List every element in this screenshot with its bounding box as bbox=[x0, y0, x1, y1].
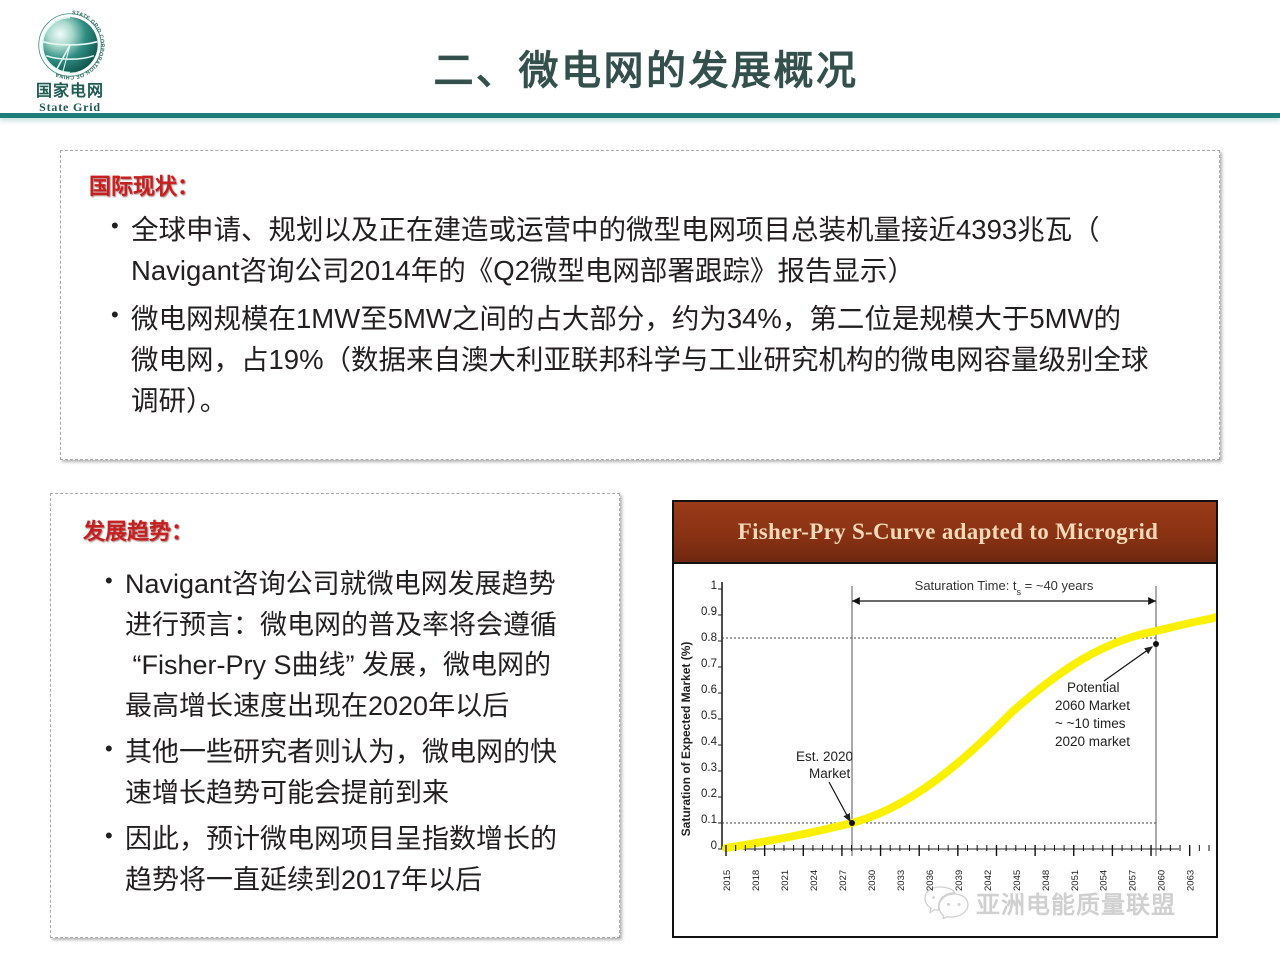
svg-text:Est. 2020: Est. 2020 bbox=[796, 749, 853, 764]
svg-text:2027: 2027 bbox=[838, 870, 849, 891]
svg-text:2024: 2024 bbox=[809, 870, 820, 891]
svg-text:0.7: 0.7 bbox=[701, 658, 717, 670]
svg-text:1: 1 bbox=[711, 580, 717, 592]
svg-text:2054: 2054 bbox=[1099, 870, 1110, 891]
svg-text:2015: 2015 bbox=[722, 870, 733, 891]
svg-text:2051: 2051 bbox=[1070, 870, 1081, 891]
svg-text:0.8: 0.8 bbox=[701, 632, 717, 644]
svg-text:2045: 2045 bbox=[1012, 870, 1023, 891]
svg-text:0.9: 0.9 bbox=[701, 606, 717, 618]
svg-text:2060 Market: 2060 Market bbox=[1055, 698, 1130, 713]
svg-text:2018: 2018 bbox=[751, 870, 762, 891]
svg-text:2042: 2042 bbox=[983, 870, 994, 891]
svg-text:Market: Market bbox=[809, 766, 851, 781]
svg-text:2021: 2021 bbox=[780, 870, 791, 891]
svg-text:Saturation of Expected Market: Saturation of Expected Market (%) bbox=[679, 642, 693, 837]
svg-text:Potential: Potential bbox=[1067, 680, 1120, 695]
svg-text:0.6: 0.6 bbox=[701, 684, 717, 696]
svg-text:2020 market: 2020 market bbox=[1055, 734, 1130, 749]
svg-text:2048: 2048 bbox=[1041, 870, 1052, 891]
svg-text:0.2: 0.2 bbox=[701, 788, 717, 800]
svg-text:2039: 2039 bbox=[954, 870, 965, 891]
svg-text:~ ~10 times: ~ ~10 times bbox=[1055, 716, 1126, 731]
svg-text:2060: 2060 bbox=[1157, 870, 1168, 891]
svg-text:Saturation Time: ts = ~40 year: Saturation Time: ts = ~40 years bbox=[915, 578, 1094, 597]
svg-text:0.1: 0.1 bbox=[701, 814, 717, 826]
svg-text:2033: 2033 bbox=[896, 870, 907, 891]
svg-text:0.5: 0.5 bbox=[701, 710, 717, 722]
svg-text:0.3: 0.3 bbox=[701, 762, 717, 774]
svg-text:2036: 2036 bbox=[925, 870, 936, 891]
svg-text:2030: 2030 bbox=[867, 870, 878, 891]
svg-text:2057: 2057 bbox=[1128, 870, 1139, 891]
svg-text:2063: 2063 bbox=[1186, 870, 1197, 891]
svg-text:0: 0 bbox=[711, 840, 717, 852]
svg-text:0.4: 0.4 bbox=[701, 736, 718, 748]
